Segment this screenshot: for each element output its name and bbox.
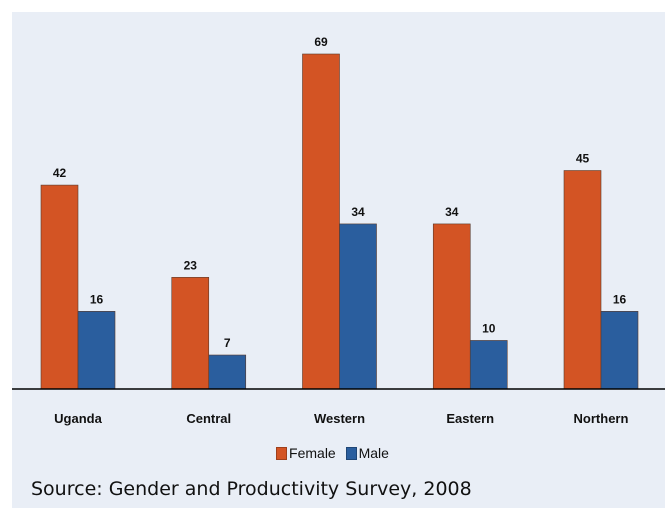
data-label-central-female: 23: [184, 258, 198, 272]
bar-eastern-female: [432, 223, 471, 390]
bar-eastern-male: [469, 340, 508, 390]
legend-item-male: Male: [345, 445, 389, 461]
bar-western-female: [302, 53, 340, 390]
data-label-western-male: 34: [351, 205, 365, 219]
bar-chart: 42 16 Uganda 23 7 Central 69 34 Western 34 10 Easte…: [12, 35, 665, 426]
data-label-northern-male: 16: [613, 292, 627, 306]
data-label-eastern-male: 10: [482, 321, 496, 335]
data-label-uganda-female: 42: [53, 166, 67, 180]
x-tick-label-northern: Northern: [574, 411, 629, 426]
legend-label-female: Female: [289, 445, 336, 461]
data-label-northern-female: 45: [576, 152, 590, 166]
legend-label-male: Male: [358, 445, 389, 461]
bar-central-male: [208, 354, 247, 390]
data-label-central-male: 7: [224, 336, 231, 350]
x-tick-label-western: Western: [314, 411, 365, 426]
bar-northern-female: [563, 170, 602, 390]
data-label-eastern-female: 34: [445, 205, 459, 219]
bar-uganda-male: [77, 311, 116, 390]
source-note: Source: Gender and Productivity Survey, …: [31, 478, 472, 500]
legend-swatch-male: [345, 446, 357, 460]
data-label-uganda-male: 16: [90, 292, 104, 306]
bar-western-male: [339, 223, 377, 390]
data-label-western-female: 69: [314, 35, 328, 49]
legend-swatch-female: [276, 446, 288, 460]
x-tick-label-eastern: Eastern: [446, 411, 494, 426]
bar-central-female: [171, 277, 210, 390]
bar-northern-male: [600, 311, 639, 390]
legend-item-female: Female: [276, 445, 336, 461]
bar-uganda-female: [40, 184, 79, 390]
x-tick-label-uganda: Uganda: [54, 411, 102, 426]
x-tick-label-central: Central: [186, 411, 231, 426]
chart-legend: Female Male: [0, 445, 665, 463]
